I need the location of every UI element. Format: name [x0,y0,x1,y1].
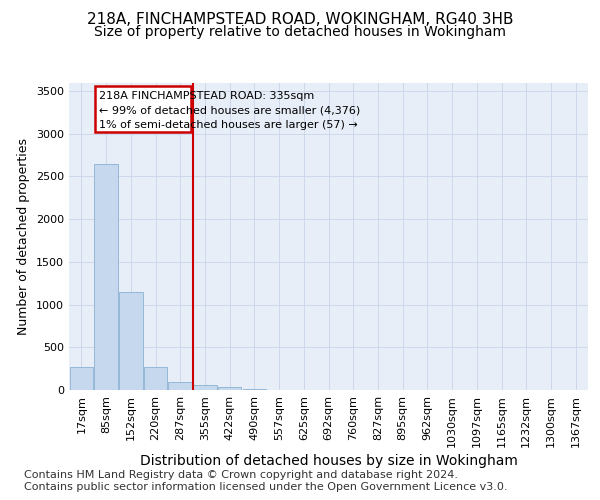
X-axis label: Distribution of detached houses by size in Wokingham: Distribution of detached houses by size … [140,454,517,468]
Bar [193,386,217,390]
Text: Contains public sector information licensed under the Open Government Licence v3: Contains public sector information licen… [24,482,508,492]
Bar [119,292,143,390]
Bar [144,367,167,390]
Text: 218A FINCHAMPSTEAD ROAD: 335sqm: 218A FINCHAMPSTEAD ROAD: 335sqm [98,91,314,101]
Bar [169,382,192,390]
Text: 218A, FINCHAMPSTEAD ROAD, WOKINGHAM, RG40 3HB: 218A, FINCHAMPSTEAD ROAD, WOKINGHAM, RG4… [87,12,513,28]
Bar [70,367,93,390]
Text: Size of property relative to detached houses in Wokingham: Size of property relative to detached ho… [94,25,506,39]
Text: Contains HM Land Registry data © Crown copyright and database right 2024.: Contains HM Land Registry data © Crown c… [24,470,458,480]
Bar [94,164,118,390]
Text: 1% of semi-detached houses are larger (57) →: 1% of semi-detached houses are larger (5… [98,120,358,130]
Bar [95,86,191,132]
Bar [218,388,241,390]
Y-axis label: Number of detached properties: Number of detached properties [17,138,31,335]
Text: ← 99% of detached houses are smaller (4,376): ← 99% of detached houses are smaller (4,… [98,106,360,116]
